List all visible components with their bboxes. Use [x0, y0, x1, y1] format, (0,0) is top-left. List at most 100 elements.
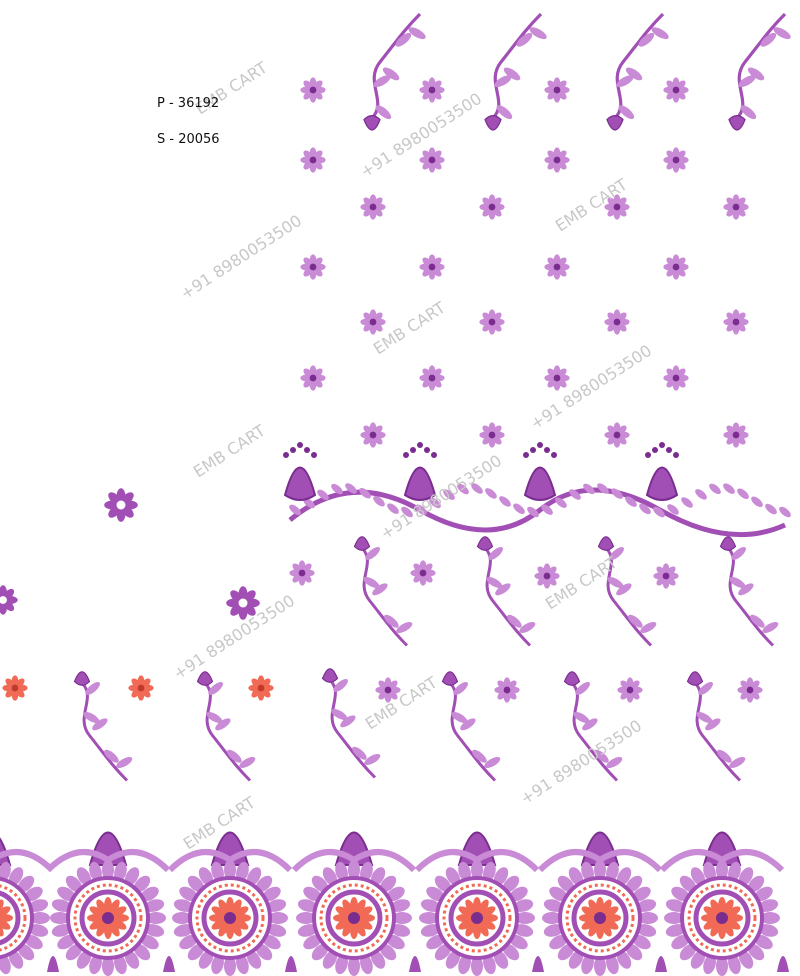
- leaf: [92, 718, 108, 731]
- crown-dot: [673, 452, 679, 458]
- band-leaf: [639, 503, 651, 515]
- medallion-petal: [665, 924, 686, 937]
- medallion-petal: [65, 943, 83, 961]
- leaf-band: [288, 487, 787, 538]
- medallion-petal: [268, 912, 288, 924]
- leaf: [747, 67, 765, 81]
- medallion-petal: [671, 934, 690, 950]
- small-flower: [300, 147, 326, 173]
- flower-center: [672, 263, 680, 271]
- leaf: [208, 682, 223, 695]
- leaf: [640, 621, 657, 634]
- center-petal: [96, 920, 108, 937]
- band-leaf: [765, 503, 777, 515]
- bud: [597, 536, 615, 551]
- leaf: [573, 711, 590, 724]
- vine-stem: [483, 546, 532, 647]
- flower-center: [543, 572, 551, 580]
- center-dot: [348, 912, 360, 924]
- center-petal: [588, 920, 600, 937]
- medallion-petal: [665, 899, 686, 912]
- center-petal: [96, 899, 108, 916]
- medallion-petal: [679, 943, 697, 961]
- leaf: [729, 576, 746, 589]
- band-leaf: [289, 504, 301, 516]
- medallion-petal: [236, 954, 249, 975]
- leaf: [616, 75, 634, 88]
- flower-center: [384, 686, 392, 694]
- medallion-petal: [471, 956, 483, 976]
- leaf: [352, 746, 367, 760]
- band-leaf: [345, 483, 357, 494]
- small-flower: [604, 309, 630, 335]
- small-flower: [360, 422, 386, 448]
- vine-motif: [563, 671, 623, 782]
- center-petal: [0, 914, 13, 922]
- medallion-petal: [133, 943, 151, 961]
- medallion-petal: [379, 943, 397, 961]
- crown-dot: [424, 447, 430, 453]
- flower-center: [613, 318, 621, 326]
- flower-center: [309, 86, 317, 94]
- leaf: [365, 547, 380, 560]
- medallion-petal: [8, 867, 24, 886]
- leaf: [451, 711, 468, 724]
- band-leaf: [625, 496, 637, 507]
- center-petal: [581, 918, 598, 930]
- flower-center: [553, 86, 561, 94]
- flower-center: [613, 203, 621, 211]
- flower-center: [553, 156, 561, 164]
- medallion-petal: [754, 934, 773, 950]
- band-leaf: [653, 506, 665, 518]
- flower-center: [428, 263, 436, 271]
- leaf: [740, 105, 757, 120]
- base-bud: [655, 956, 667, 972]
- base-bud: [532, 956, 544, 972]
- flower-center: [428, 374, 436, 382]
- small-flower: [300, 254, 326, 280]
- medallion-petal: [322, 950, 338, 969]
- band-leaf: [429, 497, 441, 509]
- medallion-petal: [515, 912, 535, 924]
- center-petal: [710, 899, 722, 916]
- center-dot: [594, 912, 606, 924]
- flower-center: [732, 431, 740, 439]
- flower-center: [298, 569, 306, 577]
- center-petal: [602, 918, 619, 930]
- leaf: [227, 749, 242, 763]
- medallion-petal: [625, 943, 643, 961]
- band-leaf: [583, 483, 595, 495]
- medallion-petal: [370, 867, 386, 886]
- leaf: [628, 614, 643, 628]
- center-petal: [0, 899, 4, 916]
- medallion-arch: [0, 849, 55, 873]
- band-leaf: [527, 506, 539, 518]
- leaf: [738, 75, 756, 88]
- medallion-petal: [690, 867, 706, 886]
- medallion-petal: [636, 924, 657, 937]
- medallion-petal: [360, 861, 373, 882]
- crown-dot: [523, 452, 529, 458]
- center-petal: [342, 899, 354, 916]
- center-petal: [600, 920, 612, 937]
- vine-motif: [441, 671, 501, 782]
- center-petal: [218, 899, 230, 916]
- small-flower: [104, 488, 138, 522]
- small-flower: [419, 254, 445, 280]
- leaf: [373, 75, 391, 88]
- medallion-petal: [738, 950, 754, 969]
- medallion-arch: [659, 849, 785, 873]
- medallion-petal: [386, 934, 405, 950]
- band-leaf: [779, 506, 791, 518]
- medallion-petal: [616, 950, 632, 969]
- medallion-petal: [386, 886, 405, 902]
- medallion-petal: [311, 875, 329, 893]
- small-flower: [737, 677, 763, 703]
- medallion-petal: [390, 899, 411, 912]
- medallion-petal: [542, 912, 562, 924]
- small-flower: [663, 365, 689, 391]
- center-petal: [602, 906, 619, 918]
- band-leaf: [359, 487, 371, 499]
- center-petal: [724, 918, 741, 930]
- flower-center: [746, 686, 754, 694]
